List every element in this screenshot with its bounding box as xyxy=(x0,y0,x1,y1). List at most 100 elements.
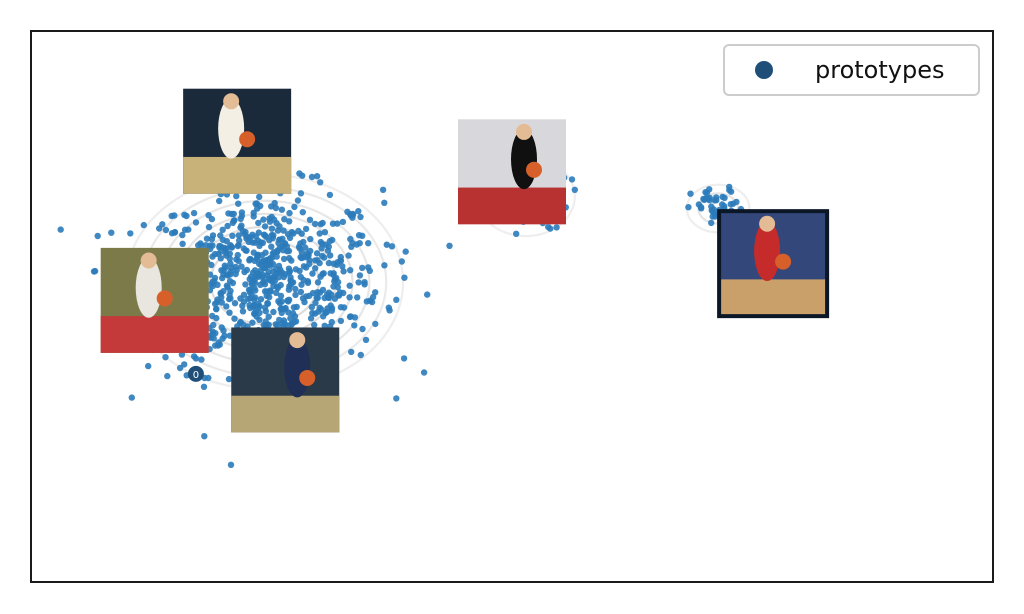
data-point xyxy=(357,351,364,359)
data-point xyxy=(386,307,393,314)
data-point xyxy=(328,318,335,326)
data-point xyxy=(256,316,263,323)
data-point xyxy=(258,258,266,265)
data-point xyxy=(260,231,268,238)
thumbnail-head xyxy=(289,332,306,349)
data-point xyxy=(215,339,222,346)
data-point xyxy=(727,188,735,195)
data-point xyxy=(272,204,280,212)
thumbnail-figure xyxy=(218,98,245,159)
data-point xyxy=(257,296,265,303)
data-point xyxy=(219,226,226,233)
data-point xyxy=(208,236,216,243)
data-point xyxy=(256,193,263,201)
thumbnail-head xyxy=(223,93,240,110)
data-point xyxy=(265,313,272,320)
data-point xyxy=(309,309,316,317)
legend-box xyxy=(723,44,980,96)
data-point xyxy=(363,298,370,305)
data-point xyxy=(314,257,321,264)
data-point xyxy=(254,205,261,212)
data-point xyxy=(401,274,408,281)
data-point xyxy=(248,291,255,298)
data-point xyxy=(307,235,314,243)
data-point xyxy=(685,204,692,211)
legend-marker-prototypes xyxy=(755,61,773,79)
basketball-icon xyxy=(239,131,256,148)
thumbnail-floor xyxy=(183,156,292,194)
data-point xyxy=(286,254,293,262)
data-point xyxy=(252,287,259,294)
data-point xyxy=(274,283,281,290)
data-point xyxy=(179,231,186,239)
data-point xyxy=(325,259,333,267)
thumbnail-images xyxy=(100,88,830,433)
data-point xyxy=(128,394,135,401)
data-point xyxy=(235,200,242,207)
data-point xyxy=(719,193,726,201)
data-point xyxy=(325,294,333,301)
data-point xyxy=(246,301,253,309)
data-point xyxy=(213,299,221,306)
data-point xyxy=(233,192,240,200)
data-point xyxy=(354,294,361,301)
data-point xyxy=(216,197,223,205)
data-point xyxy=(247,234,254,241)
data-point xyxy=(329,236,336,244)
data-point xyxy=(226,250,233,257)
data-point xyxy=(254,253,261,260)
data-point xyxy=(298,230,305,237)
data-point xyxy=(311,220,319,228)
data-point xyxy=(312,265,319,272)
data-point xyxy=(280,255,288,263)
data-point xyxy=(234,251,241,259)
data-point xyxy=(339,218,347,226)
data-point xyxy=(336,289,344,296)
data-point xyxy=(251,275,259,283)
data-point xyxy=(388,243,396,250)
data-point xyxy=(703,189,711,196)
data-point xyxy=(159,221,166,228)
data-point xyxy=(288,321,295,328)
data-point xyxy=(345,252,352,259)
data-point xyxy=(213,314,220,322)
data-point xyxy=(319,240,326,247)
data-point xyxy=(217,232,224,239)
data-point xyxy=(231,315,238,322)
data-point xyxy=(355,208,362,215)
data-point xyxy=(228,243,235,250)
data-point xyxy=(280,317,288,324)
data-point xyxy=(297,240,304,247)
data-point xyxy=(224,222,231,230)
data-point xyxy=(513,230,520,237)
thumbnail-head xyxy=(516,123,532,140)
basketball-icon xyxy=(156,290,173,307)
data-point xyxy=(313,250,321,257)
data-point xyxy=(355,232,363,239)
data-point xyxy=(181,361,188,368)
data-point xyxy=(278,298,285,305)
data-point xyxy=(277,306,284,313)
data-point xyxy=(347,313,354,320)
data-point xyxy=(349,214,356,221)
data-point xyxy=(302,244,309,251)
data-point xyxy=(237,224,244,231)
data-point xyxy=(236,237,243,244)
data-point xyxy=(446,242,453,249)
data-point xyxy=(229,279,237,287)
data-point xyxy=(305,252,312,259)
data-point xyxy=(319,286,327,294)
thumbnail-player-shooting-layup xyxy=(231,327,340,433)
data-point xyxy=(296,245,303,252)
data-point xyxy=(263,288,271,295)
data-point xyxy=(277,292,285,300)
data-point xyxy=(179,240,186,247)
data-point xyxy=(357,213,364,221)
data-point xyxy=(222,264,229,271)
data-point xyxy=(218,299,225,306)
data-point xyxy=(312,299,319,306)
data-point xyxy=(708,219,715,227)
data-point xyxy=(329,220,337,227)
data-point xyxy=(218,294,225,301)
data-point xyxy=(326,191,334,199)
